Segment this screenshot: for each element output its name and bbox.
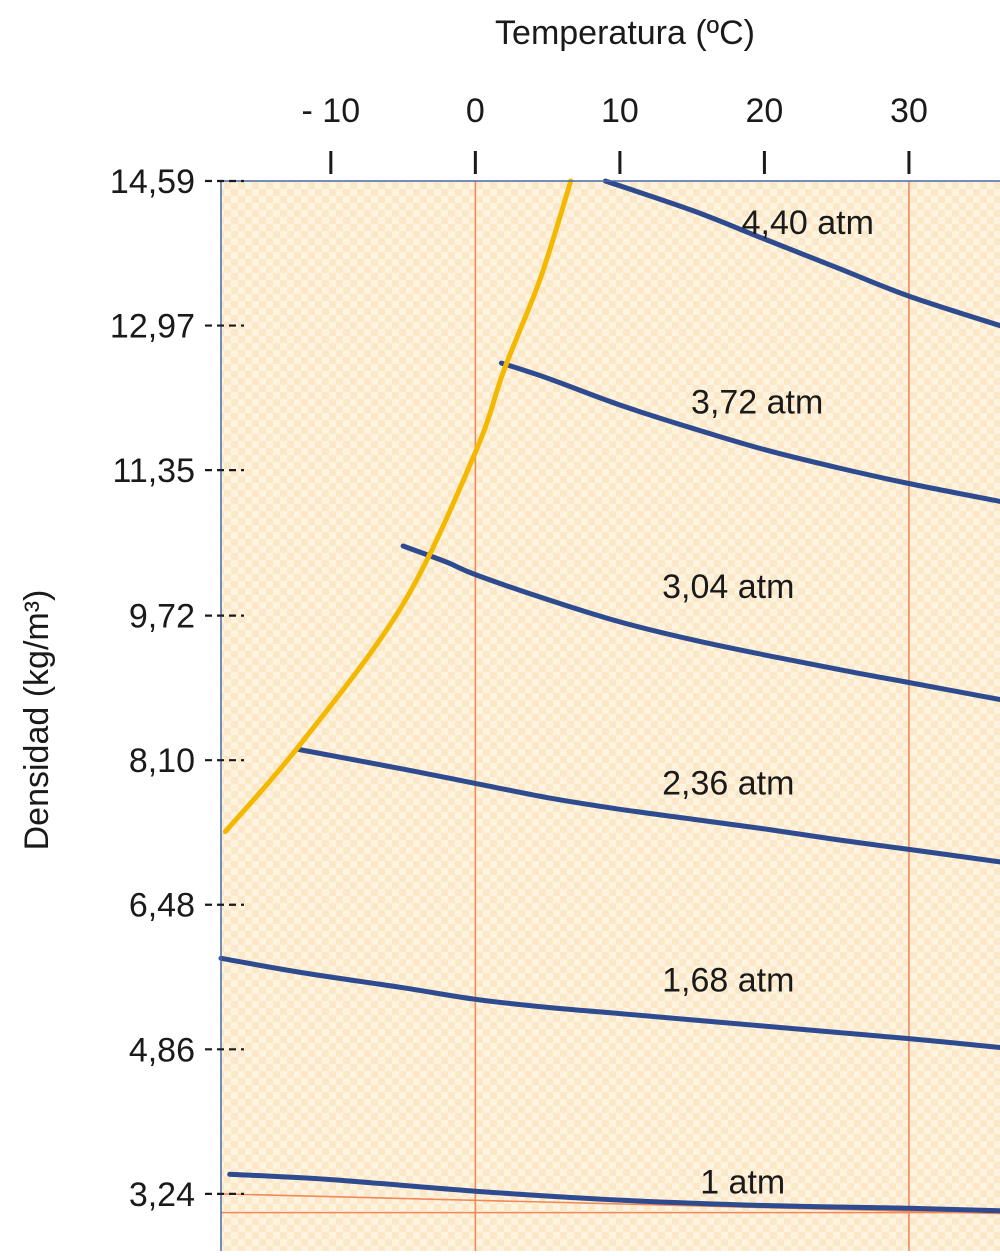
series-label: 1,68 atm — [662, 962, 794, 1000]
y-tick-label: 8,10 — [129, 742, 195, 780]
series-label: 3,04 atm — [662, 568, 794, 606]
x-axis-title: Temperatura (ºC) — [495, 14, 755, 52]
y-tick-label: 3,24 — [129, 1176, 195, 1214]
x-tick-label: 20 — [746, 92, 784, 130]
y-tick-label: 9,72 — [129, 598, 195, 636]
series-label: 4,40 atm — [742, 204, 874, 242]
series-label: 1 atm — [700, 1163, 785, 1201]
y-tick-label: 11,35 — [112, 452, 195, 490]
series-line-3-04-atm — [400, 543, 1000, 702]
series-line-2-36-atm — [296, 747, 1000, 865]
y-tick-label: 6,48 — [129, 887, 195, 925]
saturation-curve — [222, 178, 574, 835]
series-line-1-68-atm — [218, 955, 1000, 1050]
reference-line-2 — [220, 1193, 1000, 1215]
series-line-1-atm — [227, 1171, 1000, 1214]
x-tick-label: - 10 — [302, 92, 361, 130]
y-tick-label: 14,59 — [110, 163, 195, 201]
y-tick-label: 4,86 — [129, 1031, 195, 1069]
y-tick-label: 12,97 — [110, 308, 195, 346]
series-line-3-72-atm — [498, 360, 1000, 504]
series-label: 3,72 atm — [691, 383, 823, 421]
series-label: 2,36 atm — [662, 764, 794, 802]
plot-background — [221, 181, 1000, 1251]
x-tick-label: 10 — [601, 92, 639, 130]
x-tick-label: 30 — [890, 92, 928, 130]
series-line-4-40-atm — [602, 178, 1000, 329]
y-axis-title: Densidad (kg/m³) — [18, 590, 56, 851]
x-tick-label: 0 — [466, 92, 485, 130]
